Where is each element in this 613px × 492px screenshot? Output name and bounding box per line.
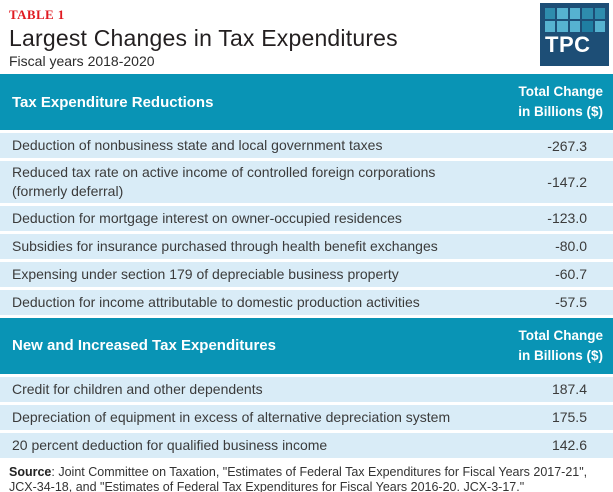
table-row: Credit for children and other dependents…	[0, 376, 613, 402]
logo-square	[582, 8, 593, 19]
logo-square	[545, 8, 556, 19]
table-row: Depreciation of equipment in excess of a…	[0, 404, 613, 430]
logo-square	[557, 21, 568, 32]
section-title: Tax Expenditure Reductions	[12, 93, 214, 111]
row-label: 20 percent deduction for qualified busin…	[12, 436, 328, 453]
source-note: Source: Joint Committee on Taxation, "Es…	[0, 461, 613, 492]
logo-square	[569, 21, 581, 32]
tpc-logo: TPC	[540, 3, 609, 66]
row-value: -147.2	[547, 173, 587, 190]
logo-square	[594, 8, 605, 19]
page-subtitle: Fiscal years 2018-2020	[9, 53, 155, 70]
value-column-header: Total Change in Billions ($)	[518, 326, 603, 367]
logo-square	[557, 8, 568, 19]
table-row: Deduction of nonbusiness state and local…	[0, 133, 613, 158]
table-row: 20 percent deduction for qualified busin…	[0, 432, 613, 458]
figure-header: TABLE 1 Largest Changes in Tax Expenditu…	[0, 0, 613, 74]
logo-square	[582, 21, 593, 32]
row-label: Reduced tax rate on active income of con…	[12, 164, 436, 199]
section-header-new-increased: New and Increased Tax Expenditures Total…	[0, 317, 613, 374]
value-column-header: Total Change in Billions ($)	[518, 82, 603, 123]
tpc-logo-grid	[545, 8, 605, 32]
row-label: Deduction for income attributable to dom…	[12, 293, 420, 310]
row-value: 187.4	[551, 381, 587, 398]
section-header-reductions: Tax Expenditure Reductions Total Change …	[0, 74, 613, 130]
logo-square	[569, 8, 581, 19]
section-title: New and Increased Tax Expenditures	[12, 337, 276, 355]
row-value: 142.6	[551, 437, 587, 454]
row-label: Depreciation of equipment in excess of a…	[12, 408, 451, 425]
table-row: Deduction for income attributable to dom…	[0, 289, 613, 315]
row-value: -123.0	[547, 210, 587, 227]
table-row: Subsidies for insurance purchased throug…	[0, 233, 613, 259]
row-label: Credit for children and other dependents	[12, 380, 263, 397]
page-title: Largest Changes in Tax Expenditures	[9, 25, 398, 51]
source-text: : Joint Committee on Taxation, "Estimate…	[9, 464, 588, 492]
row-value: 175.5	[551, 409, 587, 426]
value-header-line1: Total Change	[518, 83, 603, 99]
table-row: Deduction for mortgage interest on owner…	[0, 205, 613, 231]
row-label: Expensing under section 179 of depreciab…	[12, 265, 399, 282]
table-row: Reduced tax rate on active income of con…	[0, 161, 613, 203]
value-header-line1: Total Change	[518, 327, 603, 343]
row-label: Deduction of nonbusiness state and local…	[12, 137, 383, 154]
source-label: Source	[9, 464, 52, 479]
value-header-line2: in Billions ($)	[518, 347, 603, 363]
row-value: -57.5	[555, 294, 587, 311]
logo-square	[545, 21, 556, 32]
row-value: -267.3	[547, 137, 587, 154]
row-label: Subsidies for insurance purchased throug…	[12, 237, 438, 254]
logo-square	[594, 21, 605, 32]
value-header-line2: in Billions ($)	[518, 104, 603, 119]
table-row: Expensing under section 179 of depreciab…	[0, 261, 613, 287]
row-value: -60.7	[555, 266, 587, 283]
tpc-logo-text: TPC	[545, 32, 591, 57]
table-number-label: TABLE 1	[9, 7, 65, 22]
row-label: Deduction for mortgage interest on owner…	[12, 209, 402, 226]
row-value: -80.0	[555, 238, 587, 255]
